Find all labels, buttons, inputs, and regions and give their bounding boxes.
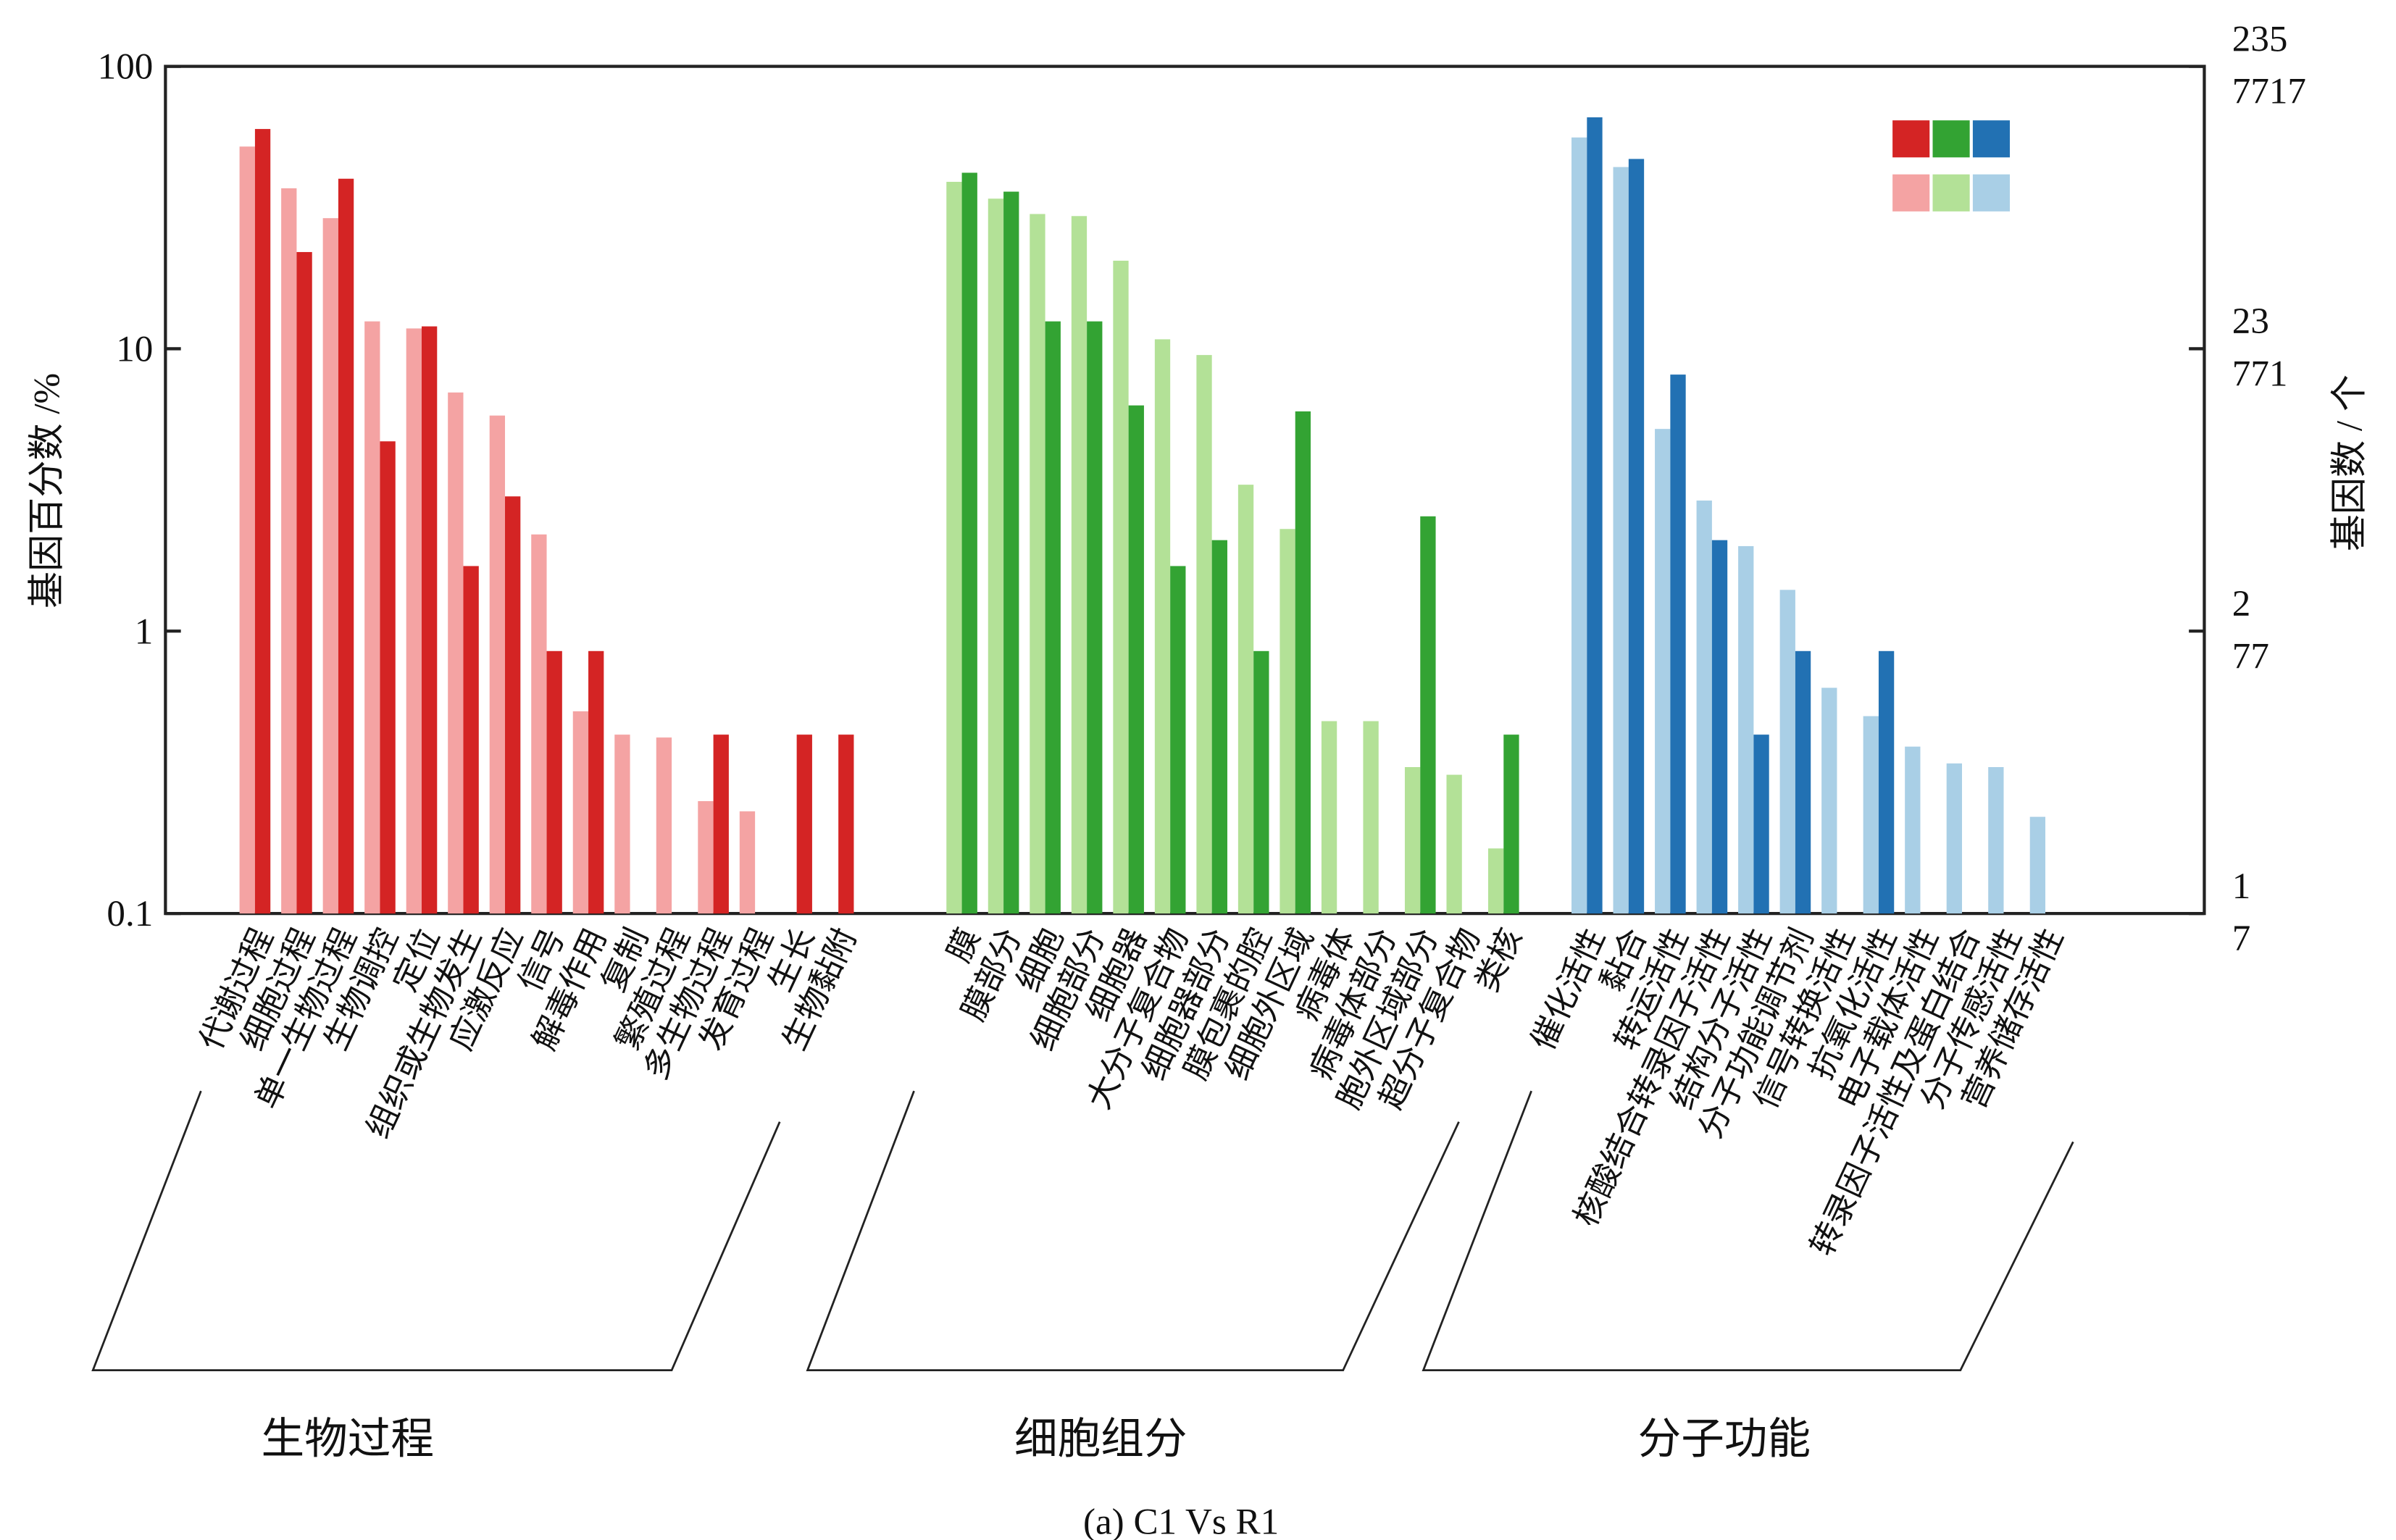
bar [614, 735, 630, 914]
bar [421, 326, 438, 914]
bar [1196, 355, 1212, 914]
legend-swatch [1972, 174, 2011, 212]
bar [296, 251, 312, 914]
bar [1988, 766, 2004, 914]
bar [656, 737, 672, 914]
y-tick-label: 10 [116, 328, 153, 369]
y2-tick-label: 2 [2232, 583, 2251, 624]
bar [988, 198, 1004, 914]
x-tick-label: 催化活性 [1524, 923, 1612, 1055]
bar [1003, 191, 1019, 914]
legend-swatch [1972, 120, 2011, 158]
bar [239, 146, 255, 914]
bar [1503, 735, 1519, 914]
bar [364, 321, 380, 914]
y2-tick-label: 771 [2232, 353, 2288, 395]
bar [281, 188, 297, 914]
bar [1363, 721, 1379, 914]
y2-tick-label: 7717 [2232, 71, 2306, 112]
bar [322, 218, 338, 914]
bar [1487, 848, 1504, 914]
bar [1170, 566, 1186, 914]
bar [796, 735, 812, 914]
bar [1113, 260, 1129, 914]
bar [1128, 405, 1144, 914]
bar [1087, 321, 1103, 914]
group-bracket [91, 1090, 781, 1372]
bar [463, 566, 479, 914]
bar [505, 496, 521, 914]
bar [448, 392, 464, 914]
legend-swatch [1932, 120, 1970, 158]
bar [1795, 650, 1811, 914]
bar [1280, 529, 1295, 914]
bar [1613, 167, 1629, 914]
y2-tick-label: 23 [2232, 301, 2269, 342]
caption: (a) C1 Vs R1 [1083, 1501, 1279, 1540]
bar [1863, 716, 1879, 914]
y-tick-label: 0.1 [107, 893, 153, 934]
bar [531, 534, 547, 914]
bar [698, 800, 714, 914]
bar [338, 178, 354, 914]
bar [1321, 721, 1337, 914]
y-tick-label: 1 [135, 611, 154, 652]
bar [1295, 411, 1311, 914]
group-label: 细胞组分 [1014, 1415, 1187, 1463]
bar [1779, 590, 1795, 914]
y2-tick-label: 235 [2232, 18, 2288, 59]
bar [1237, 485, 1254, 914]
bar [1154, 339, 1171, 914]
bar [1711, 540, 1728, 914]
y-tick-label: 100 [98, 46, 154, 88]
bar [572, 711, 589, 914]
bar [1878, 650, 1895, 914]
bar [838, 735, 854, 914]
bar [739, 811, 756, 914]
legend-swatch [1932, 174, 1970, 212]
bar [1446, 774, 1462, 914]
y2-tick-label: 7 [2232, 918, 2251, 959]
bar [1655, 429, 1671, 914]
bar [546, 650, 562, 914]
bar [489, 415, 506, 914]
legend-swatch [1892, 174, 1930, 212]
bar [1587, 117, 1603, 914]
bar [254, 129, 271, 914]
y2-axis-label: 基因数 / 个 [2329, 374, 2371, 551]
bar [1071, 216, 1088, 914]
group-bracket [806, 1090, 1460, 1372]
bar [1905, 746, 1921, 914]
bar [1753, 735, 1769, 914]
bar [1045, 321, 1061, 914]
bar [946, 182, 962, 914]
bar [1696, 501, 1712, 914]
bar [1670, 374, 1686, 914]
y2-tick-label: 1 [2232, 866, 2251, 907]
bar [380, 441, 396, 914]
bar [1030, 214, 1045, 914]
bar [713, 735, 729, 914]
bar [1253, 650, 1269, 914]
bar [1420, 516, 1436, 914]
bar [1821, 687, 1837, 914]
y-axis-label: 基因百分数 /% [26, 373, 67, 608]
legend-swatch [1892, 120, 1930, 158]
bar [961, 172, 977, 914]
y2-tick-label: 77 [2232, 635, 2269, 677]
bar [1946, 763, 1962, 914]
bar [1571, 137, 1587, 914]
bar [1211, 540, 1227, 914]
bar [2029, 816, 2046, 914]
bar [1738, 545, 1754, 914]
group-label: 分子功能 [1638, 1415, 1811, 1463]
bar [406, 328, 422, 914]
bar [1628, 159, 1645, 914]
bar [1404, 766, 1421, 914]
group-bracket [1422, 1090, 2074, 1372]
bar [588, 650, 604, 914]
group-label: 生物过程 [261, 1415, 434, 1463]
